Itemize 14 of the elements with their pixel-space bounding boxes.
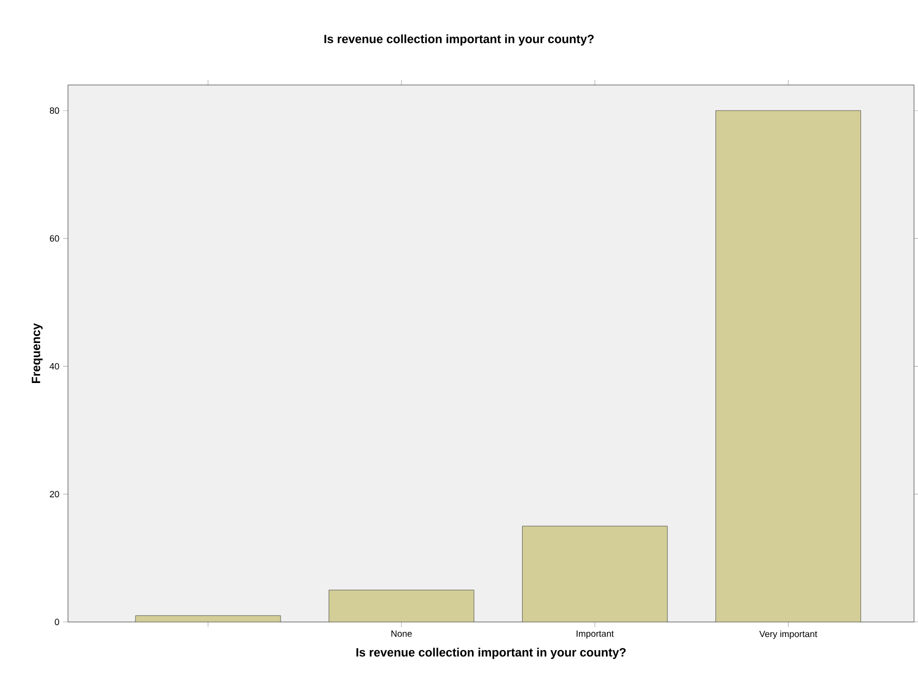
y-tick-label: 80 <box>50 107 60 114</box>
y-axis-title: Frequency <box>32 323 43 384</box>
x-tick-label: None <box>391 630 412 637</box>
y-tick-label: 0 <box>54 618 60 626</box>
bar <box>522 526 668 622</box>
bar <box>716 110 862 622</box>
y-tick-label: 40 <box>50 363 60 370</box>
bar <box>328 590 474 622</box>
x-axis-title: Is revenue collection important in your county? <box>356 648 626 659</box>
y-tick-label: 20 <box>50 490 60 498</box>
chart-title: Is revenue collection important in your county? <box>324 34 594 46</box>
x-tick-label: Very important <box>759 630 818 639</box>
y-tick-label: 60 <box>50 235 60 242</box>
x-tick-label: Important <box>576 630 614 639</box>
